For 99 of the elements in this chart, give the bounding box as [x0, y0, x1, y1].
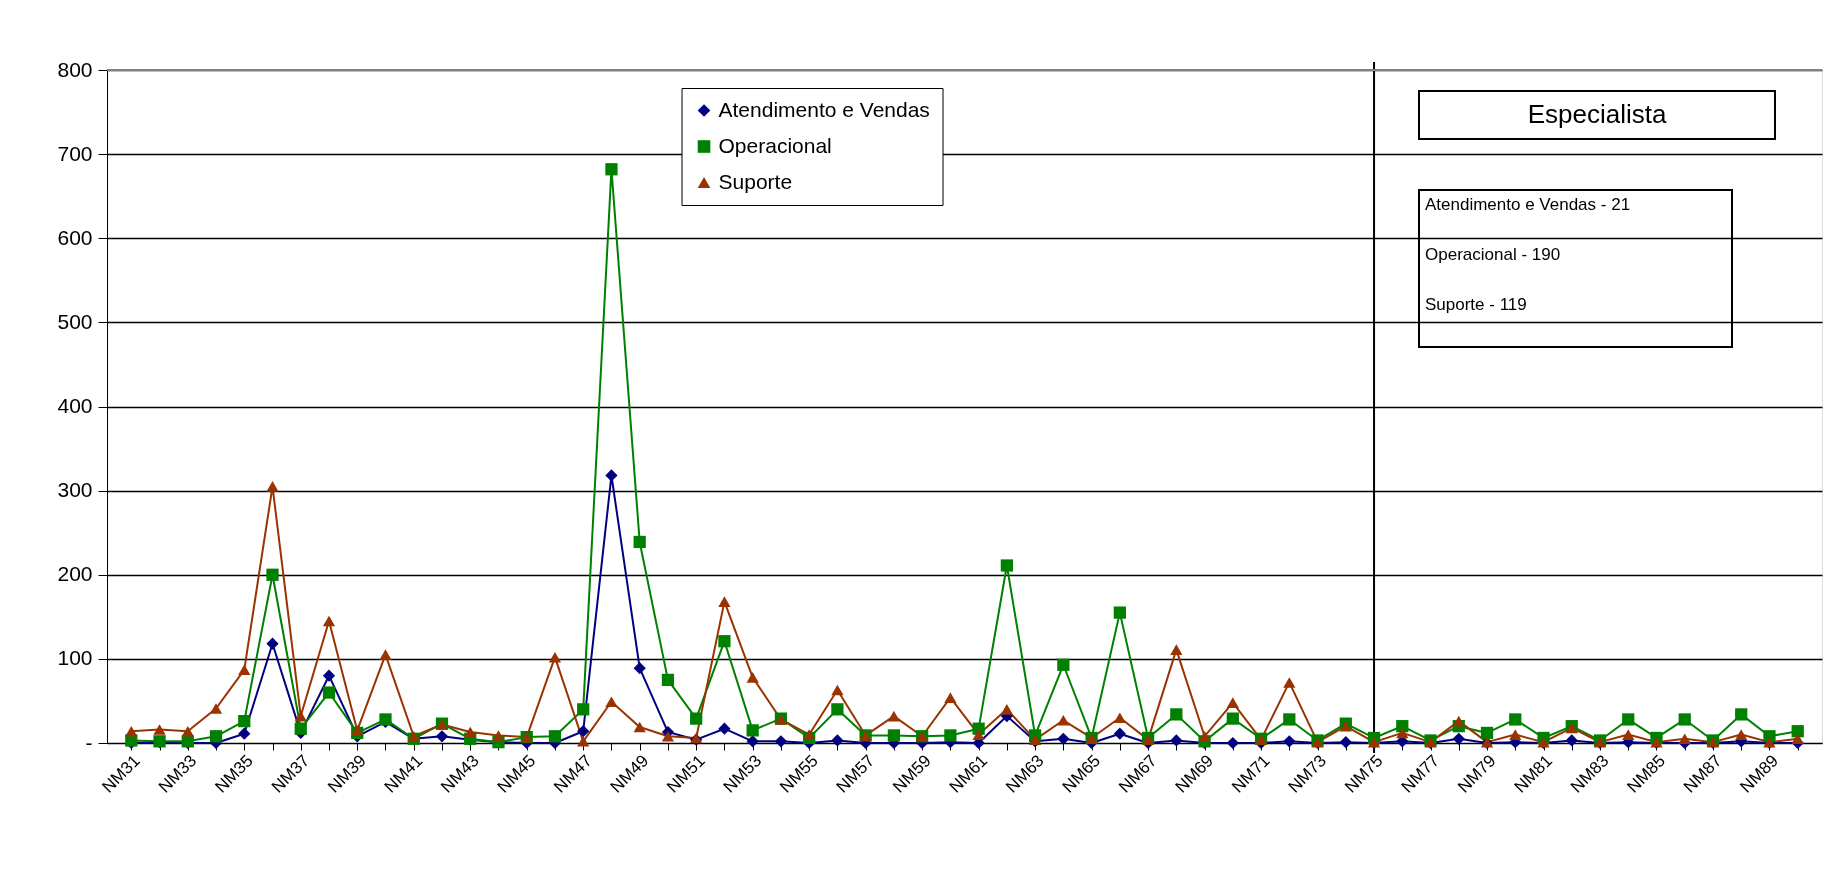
point — [605, 163, 618, 176]
point — [831, 703, 844, 716]
annotation: Atendimento e Vendas - 21 — [1425, 195, 1631, 214]
point — [1226, 712, 1239, 725]
point — [266, 637, 279, 650]
point — [1113, 727, 1126, 740]
point — [153, 724, 166, 735]
point — [1622, 729, 1635, 740]
point — [774, 735, 788, 748]
point — [209, 703, 223, 714]
point — [1791, 725, 1804, 738]
point — [294, 722, 307, 735]
point — [718, 596, 731, 607]
point — [1113, 606, 1126, 619]
point — [379, 649, 392, 660]
point — [633, 535, 646, 549]
point — [605, 696, 618, 708]
point — [492, 730, 505, 741]
point — [1678, 733, 1691, 745]
point — [577, 703, 590, 716]
point — [1170, 644, 1183, 655]
point — [238, 715, 251, 728]
point — [1170, 734, 1183, 747]
point — [831, 684, 844, 696]
point — [1057, 732, 1070, 745]
point — [1565, 734, 1578, 747]
point — [322, 615, 336, 627]
point — [972, 729, 985, 740]
point — [1480, 726, 1494, 740]
y-tick-label: 800 — [57, 57, 93, 81]
point — [1791, 733, 1804, 745]
point — [322, 686, 336, 699]
point — [1057, 714, 1070, 726]
point — [1283, 713, 1296, 726]
point — [351, 725, 364, 736]
point — [746, 735, 759, 748]
point — [1735, 729, 1748, 740]
point — [266, 481, 279, 492]
point — [1283, 677, 1296, 688]
point — [661, 730, 675, 742]
point — [1226, 736, 1239, 750]
point — [238, 664, 251, 676]
annotation: Operacional - 190 — [1425, 245, 1561, 264]
y-tick-label: 600 — [57, 225, 93, 249]
point — [1396, 727, 1409, 739]
y-tick-label: 500 — [57, 309, 93, 333]
point — [577, 736, 590, 747]
y-tick-label: - — [85, 730, 93, 754]
point — [435, 730, 449, 743]
point — [1113, 712, 1126, 724]
point — [944, 729, 957, 742]
point — [944, 692, 957, 703]
point — [322, 669, 336, 682]
point — [1226, 697, 1239, 708]
annotation: Especialista — [1527, 99, 1667, 129]
point — [803, 729, 816, 740]
point — [1057, 658, 1070, 671]
point — [577, 725, 590, 738]
legend-label: Operacional — [718, 133, 832, 157]
point — [1509, 713, 1522, 726]
point — [718, 722, 731, 735]
point — [1000, 559, 1013, 572]
point — [464, 726, 477, 738]
point — [831, 734, 844, 747]
y-tick-label: 700 — [57, 141, 93, 165]
y-tick-label: 200 — [57, 562, 93, 586]
point — [1000, 704, 1013, 715]
point — [887, 729, 901, 742]
y-tick-label: 300 — [57, 478, 93, 502]
point — [1678, 713, 1691, 726]
point — [238, 727, 251, 740]
legend-label: Suporte — [718, 169, 793, 193]
legend-label: Atendimento e Vendas — [718, 97, 930, 121]
point — [690, 712, 703, 725]
point — [746, 724, 759, 737]
point — [1509, 729, 1522, 740]
point — [1339, 736, 1352, 749]
point — [548, 651, 562, 663]
y-tick-label: 100 — [57, 646, 93, 670]
point — [1622, 713, 1635, 726]
point — [548, 730, 562, 743]
point — [1283, 735, 1296, 748]
point — [181, 725, 194, 737]
point — [718, 635, 731, 648]
point — [1198, 730, 1211, 742]
point — [1170, 708, 1183, 721]
annotation: Suporte - 119 — [1425, 295, 1527, 314]
point — [633, 721, 646, 733]
point — [661, 673, 675, 687]
point — [746, 672, 759, 683]
point — [1452, 732, 1465, 745]
point — [125, 725, 138, 737]
point — [266, 568, 279, 581]
point — [1735, 708, 1748, 721]
y-tick-label: 400 — [57, 394, 93, 417]
point — [887, 710, 901, 722]
point — [1452, 715, 1465, 727]
point — [209, 730, 223, 743]
point — [633, 662, 646, 675]
